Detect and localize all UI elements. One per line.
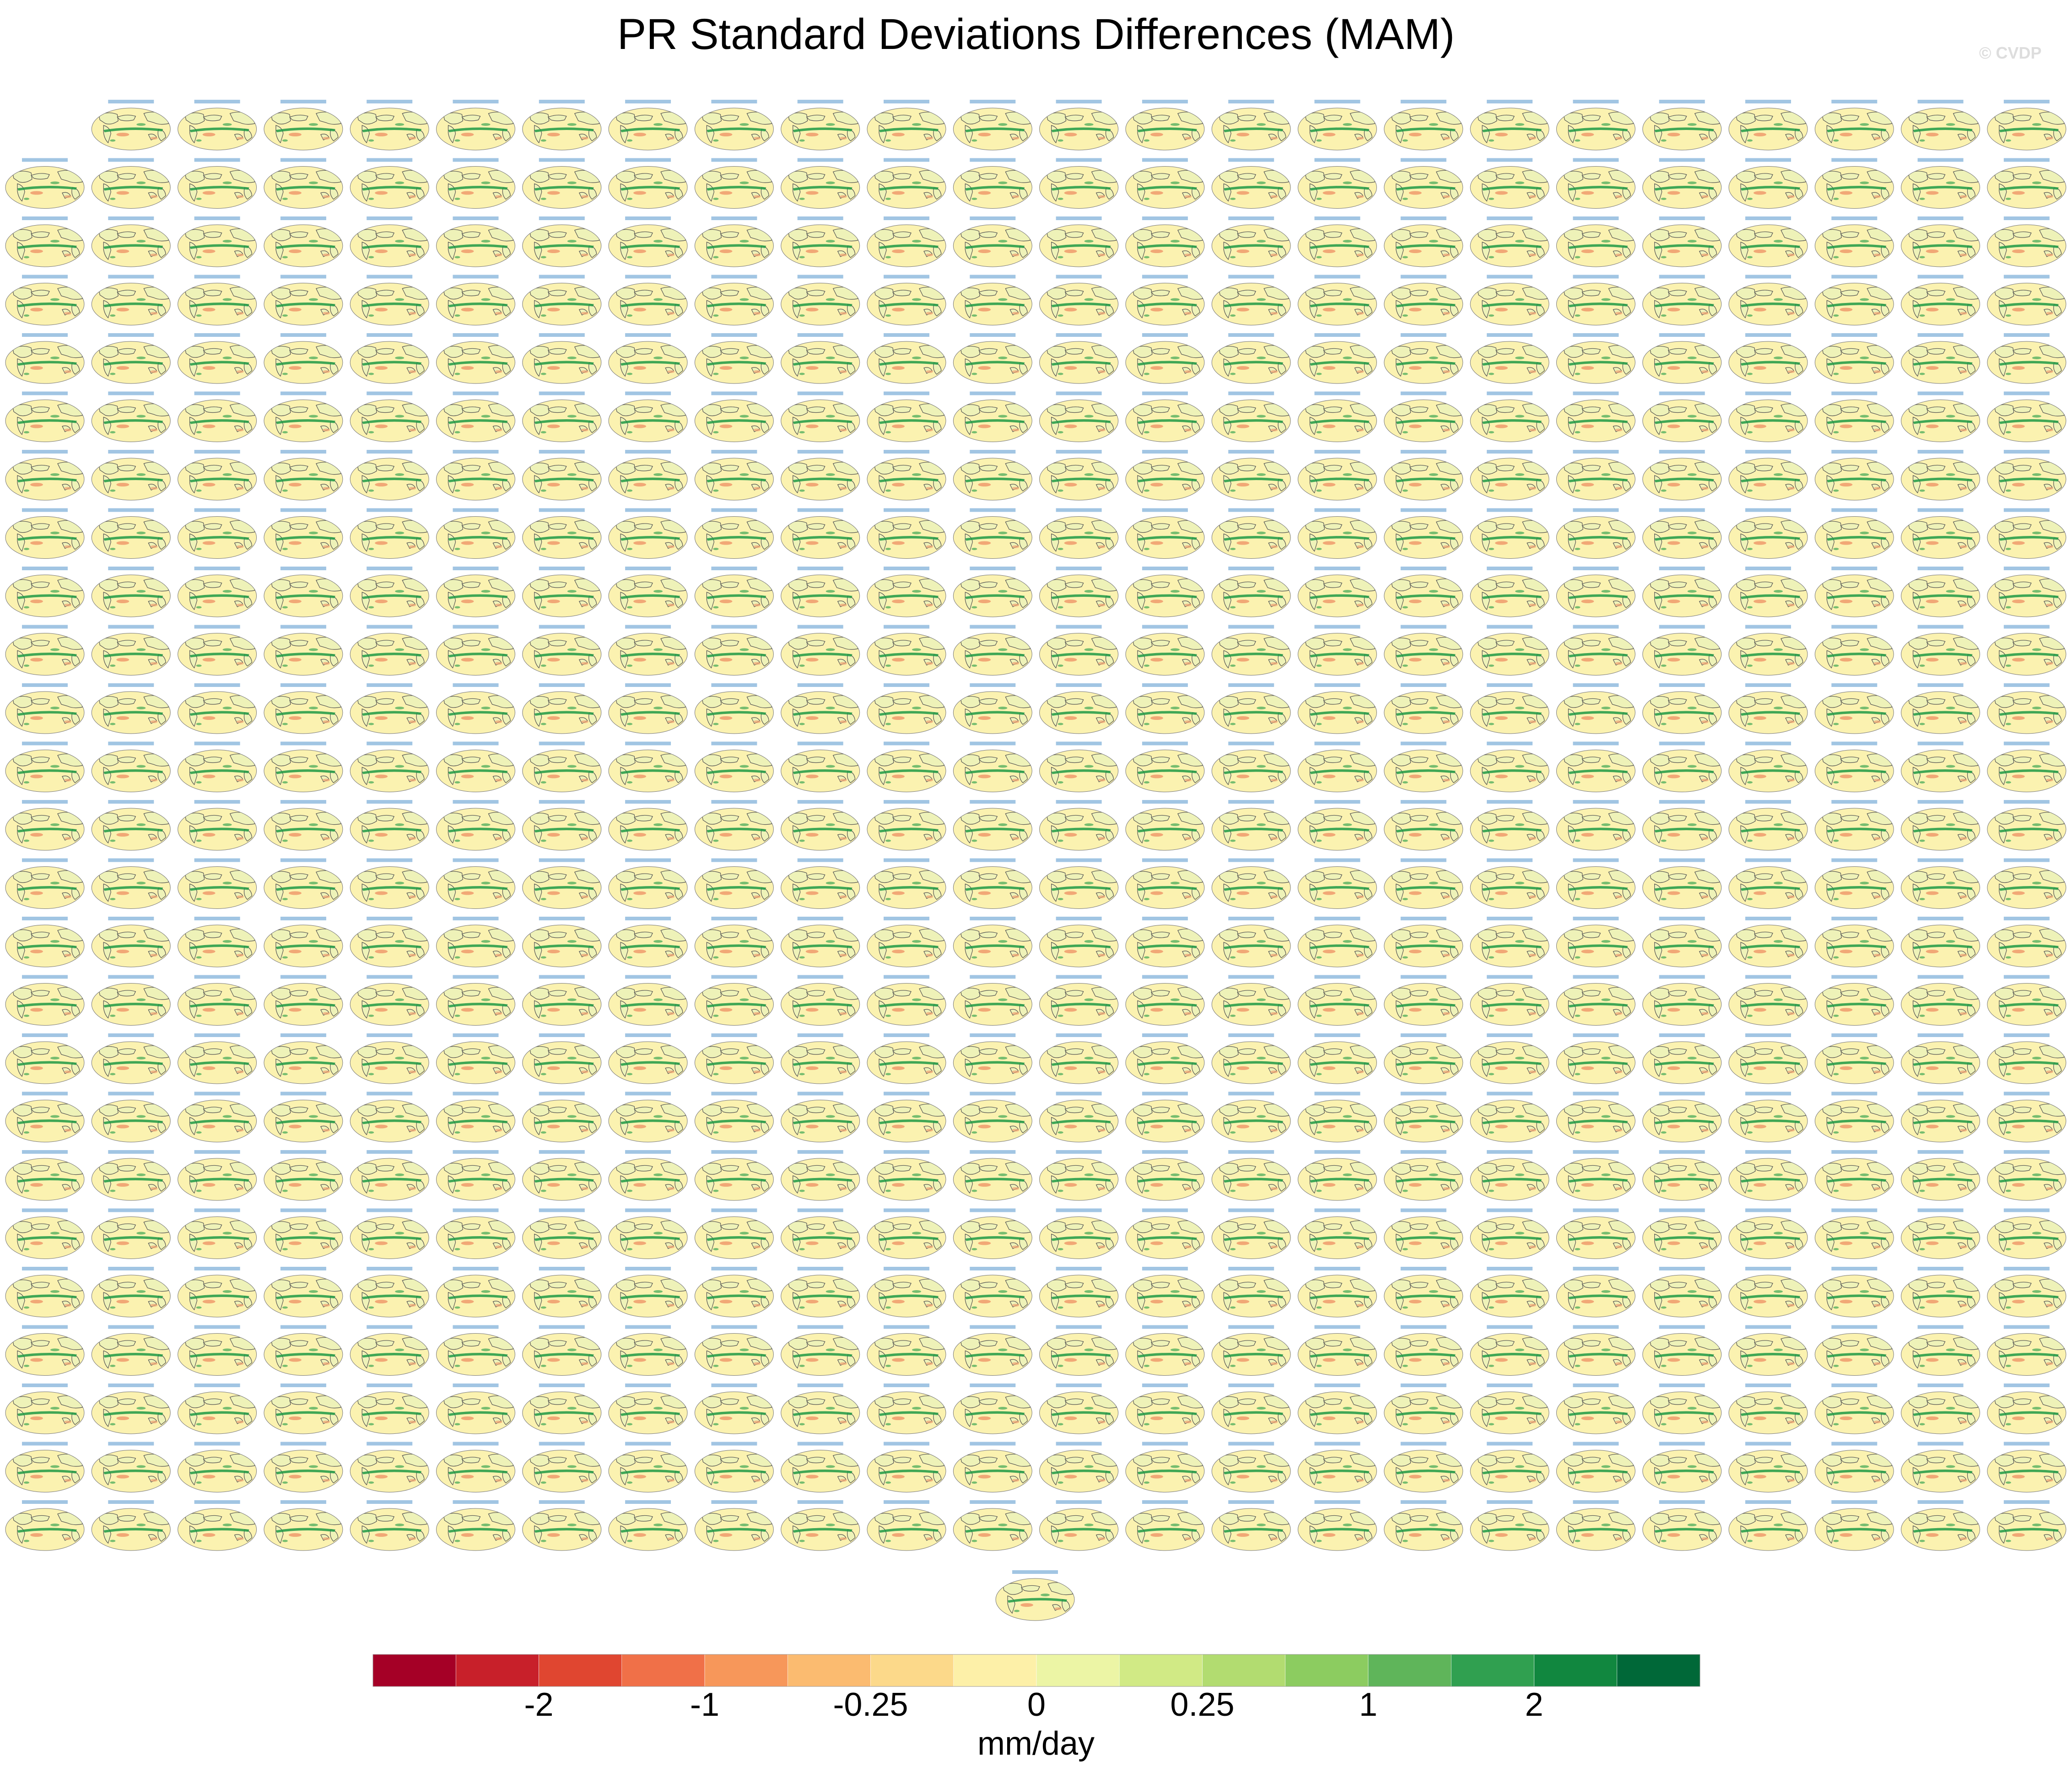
page-title: PR Standard Deviations Differences (MAM) [617, 10, 1455, 59]
colorbar-swatch [870, 1654, 954, 1687]
colorbar-swatch [704, 1654, 788, 1687]
colorbar-tick-label: -2 [524, 1686, 554, 1723]
colorbar-swatch [1036, 1654, 1120, 1687]
colorbar-tick-label: 0 [1027, 1686, 1046, 1723]
colorbar-swatch [953, 1654, 1037, 1687]
watermark: © CVDP [1979, 43, 2042, 62]
colorbar-swatch [1534, 1654, 1618, 1687]
colorbar-swatch [1119, 1654, 1203, 1687]
colorbar-swatch [1617, 1654, 1700, 1687]
colorbar-swatch [539, 1654, 622, 1687]
colorbar-tick-label: 0.25 [1170, 1686, 1235, 1723]
colorbar-tick-label: 1 [1359, 1686, 1378, 1723]
colorbar-swatch [1285, 1654, 1369, 1687]
colorbar-swatch [621, 1654, 705, 1687]
colorbar-tick-label: -0.25 [833, 1686, 908, 1723]
colorbar-swatch [455, 1654, 539, 1687]
colorbar-swatch [1202, 1654, 1286, 1687]
colorbar-swatch [1451, 1654, 1534, 1687]
colorbar-swatch [372, 1654, 456, 1687]
colorbar-units: mm/day [977, 1725, 1095, 1762]
colorbar-tick-label: 2 [1525, 1686, 1543, 1723]
colorbar-swatch [787, 1654, 871, 1687]
colorbar-tick-label: -1 [690, 1686, 720, 1723]
colorbar-swatch [1368, 1654, 1451, 1687]
